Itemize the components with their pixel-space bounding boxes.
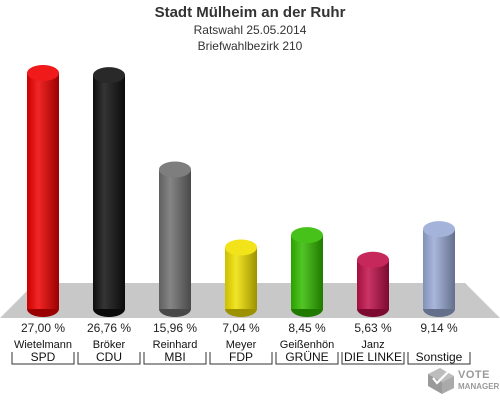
bar-body bbox=[225, 247, 257, 309]
bar-top bbox=[27, 65, 59, 81]
value-label-fdp: 7,04 % bbox=[222, 321, 260, 335]
bar-body bbox=[291, 235, 323, 309]
logo-text-manager: MANAGER bbox=[458, 382, 500, 391]
logo-text-vote: VOTE bbox=[458, 369, 490, 381]
bar-fdp bbox=[225, 239, 257, 317]
bar-gr-ne bbox=[291, 227, 323, 317]
category-bracket bbox=[407, 352, 471, 365]
bar-mbi bbox=[159, 161, 191, 317]
bar-body bbox=[93, 75, 125, 309]
chart-subtitle-election: Ratswahl 25.05.2014 bbox=[193, 23, 307, 37]
party-label-spd: SPD bbox=[31, 350, 56, 364]
party-label-mbi: MBI bbox=[164, 350, 185, 364]
candidate-label-gr-ne: Geißenhön bbox=[280, 339, 334, 351]
bar-body bbox=[423, 229, 455, 309]
candidate-label-die-linke: Janz bbox=[361, 339, 384, 351]
category-bracket bbox=[11, 352, 75, 365]
value-label-gr-ne: 8,45 % bbox=[288, 321, 326, 335]
bar-body bbox=[357, 259, 389, 309]
bar-cdu bbox=[93, 67, 125, 317]
value-label-die-linke: 5,63 % bbox=[354, 321, 392, 335]
party-label-cdu: CDU bbox=[96, 350, 122, 364]
bars-group bbox=[27, 65, 455, 317]
candidate-label-spd: Wietelmann bbox=[14, 339, 72, 351]
bar-body bbox=[27, 73, 59, 309]
value-label-cdu: 26,76 % bbox=[87, 321, 131, 335]
bar-spd bbox=[27, 65, 59, 317]
vote-manager-logo-icon bbox=[428, 368, 454, 394]
chart-subtitle-district: Briefwahlbezirk 210 bbox=[197, 39, 303, 53]
value-label-mbi: 15,96 % bbox=[153, 321, 197, 335]
bar-top bbox=[159, 161, 191, 178]
category-bracket bbox=[143, 352, 207, 365]
party-label-sonstige: Sonstige bbox=[416, 350, 463, 364]
bar-die-linke bbox=[357, 251, 389, 317]
candidate-label-mbi: Reinhard bbox=[153, 339, 198, 351]
party-label-die-linke: DIE LINKE bbox=[344, 350, 402, 364]
chart-title: Stadt Mülheim an der Ruhr bbox=[154, 4, 346, 21]
bar-top bbox=[423, 221, 455, 238]
value-label-sonstige: 9,14 % bbox=[420, 321, 458, 335]
bar-body bbox=[159, 169, 191, 309]
category-bracket bbox=[77, 352, 141, 365]
value-label-spd: 27,00 % bbox=[21, 321, 65, 335]
party-label-gr-ne: GRÜNE bbox=[285, 350, 328, 364]
bar-top bbox=[291, 227, 323, 244]
bar-top bbox=[225, 239, 257, 256]
bar-top bbox=[357, 251, 389, 268]
candidate-label-cdu: Bröker bbox=[93, 339, 126, 351]
party-label-fdp: FDP bbox=[229, 350, 253, 364]
bar-sonstige bbox=[423, 221, 455, 317]
category-bracket bbox=[209, 352, 273, 365]
category-bracket bbox=[275, 352, 339, 365]
category-bracket bbox=[341, 352, 405, 365]
candidate-label-fdp: Meyer bbox=[226, 339, 257, 351]
bar-top bbox=[93, 67, 125, 84]
